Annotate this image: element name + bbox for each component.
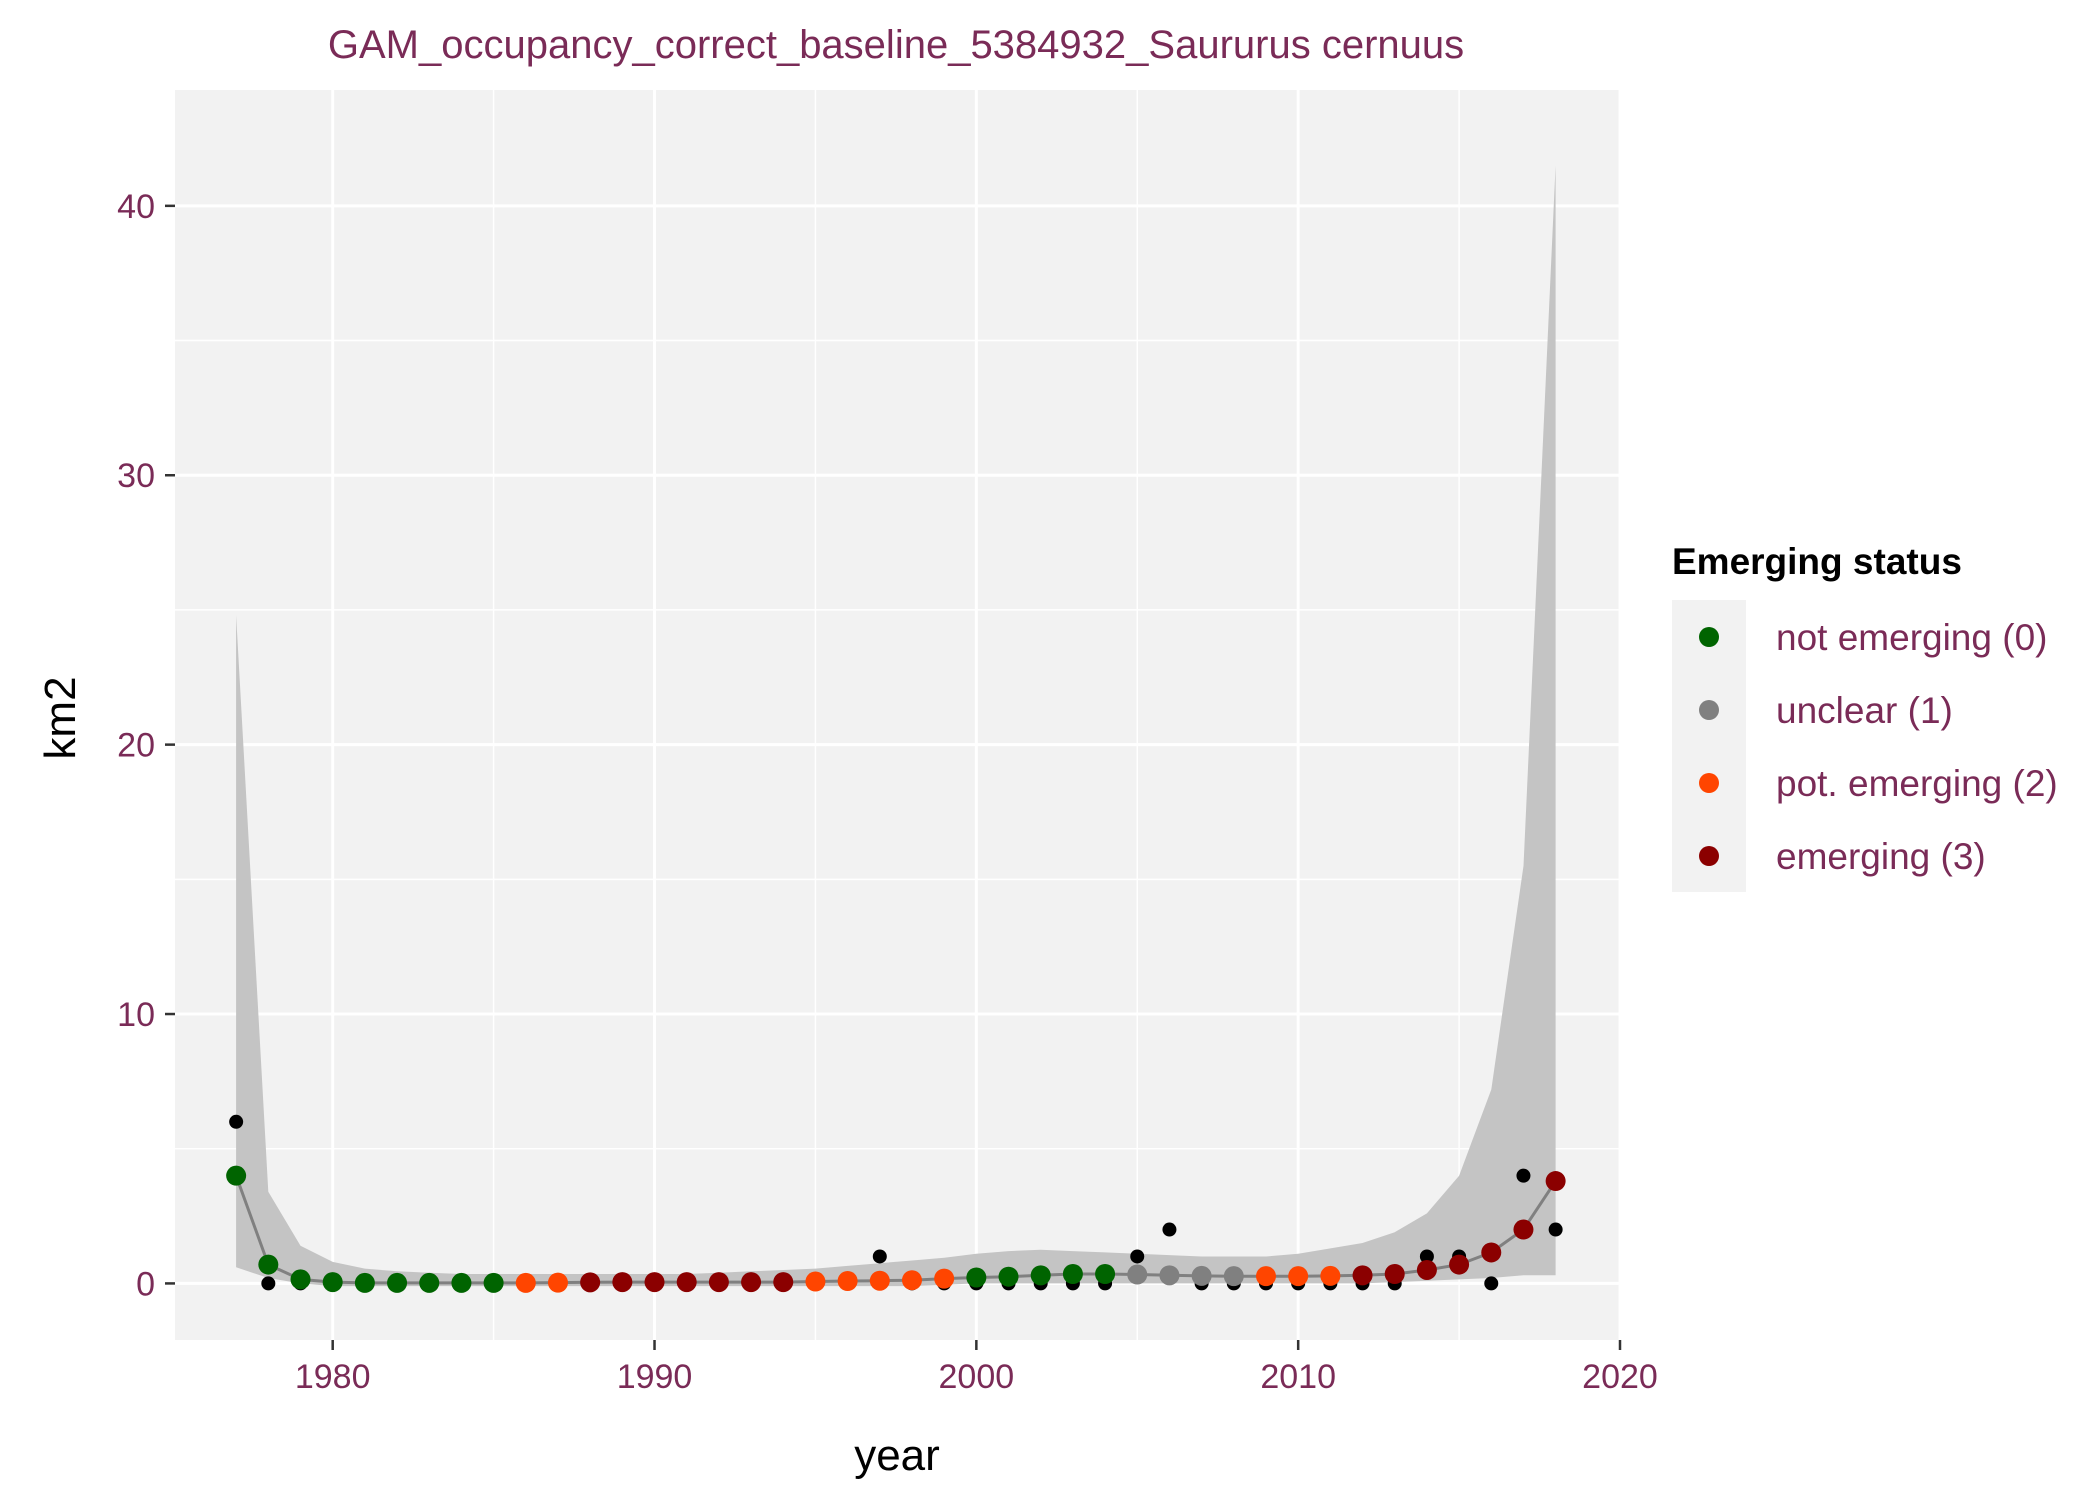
fitted-point	[1127, 1264, 1148, 1285]
fitted-point	[612, 1272, 633, 1293]
fitted-point	[708, 1272, 729, 1293]
fitted-point	[1030, 1265, 1051, 1286]
legend-key	[1699, 773, 1719, 793]
legend-label: pot. emerging (2)	[1776, 763, 2058, 804]
fitted-point	[998, 1266, 1019, 1287]
fitted-point	[1320, 1265, 1341, 1286]
fitted-point	[805, 1271, 826, 1292]
x-tick-label: 1990	[617, 1358, 693, 1396]
legend-key	[1699, 700, 1719, 720]
fitted-point	[644, 1272, 665, 1293]
fitted-point	[547, 1272, 568, 1293]
observed-point	[1484, 1276, 1499, 1291]
fitted-point	[1416, 1259, 1437, 1280]
fitted-point	[837, 1271, 858, 1292]
fitted-point	[226, 1165, 247, 1186]
fitted-point	[1223, 1266, 1244, 1287]
observed-point	[1516, 1168, 1531, 1183]
fitted-point	[1513, 1219, 1534, 1240]
fitted-point	[1288, 1266, 1309, 1287]
fitted-point	[901, 1270, 922, 1291]
fitted-point	[483, 1272, 504, 1293]
fitted-point	[869, 1270, 890, 1291]
legend-key	[1699, 846, 1719, 866]
x-axis-title: year	[854, 1431, 940, 1480]
fitted-point	[1159, 1265, 1180, 1286]
observed-point	[1130, 1249, 1145, 1264]
y-tick-label: 0	[136, 1265, 155, 1303]
observed-point	[261, 1276, 276, 1291]
observed-point	[1162, 1222, 1177, 1237]
legend-label: unclear (1)	[1776, 690, 1953, 731]
fitted-point	[966, 1267, 987, 1288]
fitted-point	[580, 1272, 601, 1293]
observed-point	[872, 1249, 887, 1264]
legend-label: not emerging (0)	[1776, 617, 2047, 658]
fitted-point	[322, 1272, 343, 1293]
plot-panel	[175, 90, 1620, 1340]
fitted-point	[387, 1272, 408, 1293]
y-tick-label: 40	[117, 188, 155, 226]
y-axis-title: km2	[36, 676, 85, 759]
fitted-point	[258, 1254, 279, 1275]
chart-title: GAM_occupancy_correct_baseline_5384932_S…	[328, 23, 1464, 67]
fitted-point	[934, 1268, 955, 1289]
fitted-point	[773, 1272, 794, 1293]
y-tick-label: 30	[117, 457, 155, 495]
fitted-point	[451, 1272, 472, 1293]
observed-point	[1548, 1222, 1563, 1237]
y-tick-label: 10	[117, 996, 155, 1034]
fitted-point	[1095, 1263, 1116, 1284]
fitted-point	[676, 1272, 697, 1293]
fitted-point	[1062, 1263, 1083, 1284]
x-tick-label: 1980	[295, 1358, 371, 1396]
fitted-point	[1449, 1254, 1470, 1275]
observed-point	[1419, 1249, 1434, 1264]
axes: 1980 1990 2000 2010 2020 0 10 20 30 40	[117, 188, 1658, 1396]
fitted-point	[1191, 1265, 1212, 1286]
legend-label: emerging (3)	[1776, 836, 1986, 877]
fitted-point	[1384, 1263, 1405, 1284]
fitted-point	[515, 1272, 536, 1293]
fitted-point	[1545, 1171, 1566, 1192]
legend-keys-background	[1672, 600, 1746, 892]
fitted-point	[741, 1272, 762, 1293]
legend: Emerging status not emerging (0) unclear …	[1672, 541, 2058, 892]
x-tick-label: 2010	[1260, 1358, 1336, 1396]
x-tick-label: 2000	[939, 1358, 1015, 1396]
fitted-point	[1352, 1265, 1373, 1286]
data-points	[226, 1114, 1566, 1293]
legend-title: Emerging status	[1672, 541, 1962, 582]
fitted-point	[419, 1272, 440, 1293]
fitted-point	[290, 1269, 311, 1290]
fitted-point	[1481, 1242, 1502, 1263]
observed-point	[229, 1114, 244, 1129]
legend-key	[1699, 627, 1719, 647]
fitted-point	[1255, 1266, 1276, 1287]
y-tick-label: 20	[117, 727, 155, 765]
x-tick-label: 2020	[1582, 1358, 1658, 1396]
fitted-point	[354, 1272, 375, 1293]
